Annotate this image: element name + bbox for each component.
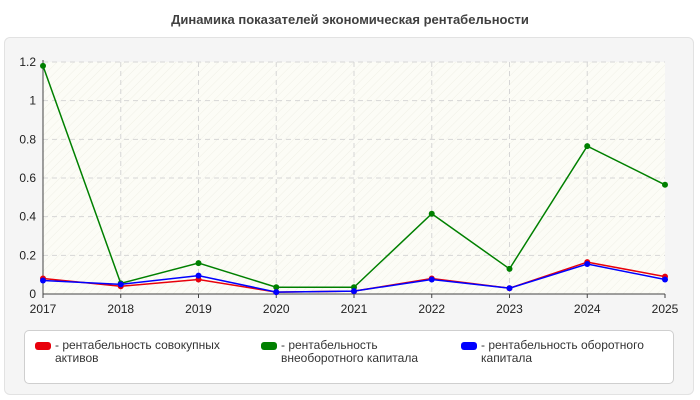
legend-item-working-capital: - рентабельность оборотного капитала	[461, 339, 666, 365]
legend-item-total-assets: - рентабельность совокупных активов	[35, 339, 235, 365]
x-tick-label: 2021	[341, 302, 368, 316]
data-point	[273, 284, 280, 291]
x-tick-label: 2018	[107, 302, 134, 316]
x-tick-label: 2020	[263, 302, 290, 316]
y-tick-label: 0.8	[19, 132, 36, 146]
x-tick-label: 2024	[574, 302, 601, 316]
data-point	[195, 272, 202, 279]
y-tick-label: 0.6	[19, 171, 36, 185]
data-point	[506, 285, 513, 292]
chart-legend: - рентабельность совокупных активов - ре…	[24, 330, 674, 384]
x-tick-label: 2022	[418, 302, 445, 316]
chart-title: Динамика показателей экономическая рента…	[171, 12, 529, 27]
data-point	[195, 260, 202, 267]
y-tick-label: 0.4	[19, 210, 36, 224]
data-point	[40, 277, 46, 284]
x-tick-label: 2025	[652, 302, 679, 316]
y-tick-label: 0	[29, 287, 36, 301]
x-tick-label: 2019	[185, 302, 212, 316]
legend-swatch-red	[35, 342, 51, 350]
y-tick-label: 1	[29, 94, 36, 108]
data-point	[117, 281, 124, 288]
data-point	[428, 276, 435, 283]
legend-swatch-blue	[461, 342, 477, 350]
data-point	[428, 210, 435, 217]
legend-item-fixed-capital: - рентабельность внеоборотного капитала	[261, 339, 441, 365]
data-point	[584, 261, 591, 268]
data-point	[273, 289, 280, 296]
legend-label-fixed-capital: - рентабельность внеоборотного капитала	[281, 338, 418, 365]
data-point	[506, 265, 513, 272]
data-point	[40, 62, 46, 69]
x-tick-label: 2017	[30, 302, 57, 316]
legend-label-working-capital: - рентабельность оборотного капитала	[481, 338, 644, 365]
data-point	[584, 143, 591, 150]
data-point	[662, 181, 668, 188]
legend-swatch-green	[261, 342, 277, 350]
y-tick-label: 0.2	[19, 248, 36, 262]
x-tick-label: 2023	[496, 302, 523, 316]
y-tick-label: 1.2	[19, 55, 36, 69]
data-point	[662, 276, 668, 283]
data-point	[351, 288, 357, 295]
legend-label-total-assets: - рентабельность совокупных активов	[55, 338, 220, 365]
